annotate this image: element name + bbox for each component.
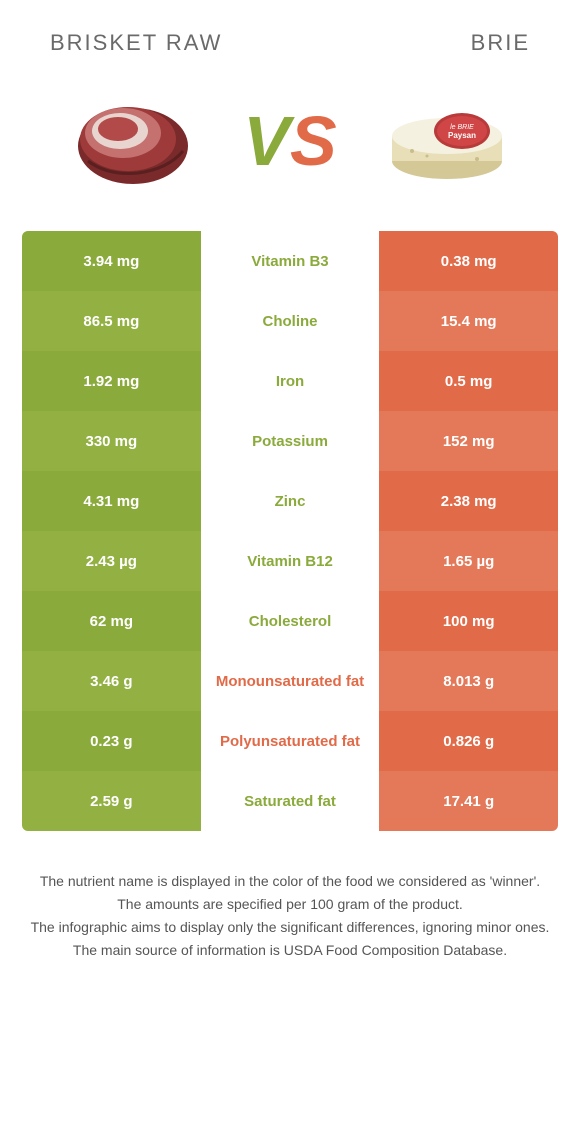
- nutrient-name: Cholesterol: [201, 591, 380, 651]
- footer-line-1: The nutrient name is displayed in the co…: [30, 871, 550, 892]
- table-row: 0.23 gPolyunsaturated fat0.826 g: [22, 711, 558, 771]
- footer-line-4: The main source of information is USDA F…: [30, 940, 550, 961]
- nutrient-name: Zinc: [201, 471, 380, 531]
- table-row: 330 mgPotassium152 mg: [22, 411, 558, 471]
- nutrient-name: Monounsaturated fat: [201, 651, 380, 711]
- footer-line-3: The infographic aims to display only the…: [30, 917, 550, 938]
- nutrient-name: Vitamin B12: [201, 531, 380, 591]
- header-row: BRISKET RAW BRIE: [0, 0, 580, 66]
- table-row: 3.46 gMonounsaturated fat8.013 g: [22, 651, 558, 711]
- right-value: 0.38 mg: [379, 231, 558, 291]
- table-row: 3.94 mgVitamin B30.38 mg: [22, 231, 558, 291]
- left-value: 3.94 mg: [22, 231, 201, 291]
- footer-line-2: The amounts are specified per 100 gram o…: [30, 894, 550, 915]
- right-value: 8.013 g: [379, 651, 558, 711]
- right-value: 15.4 mg: [379, 291, 558, 351]
- table-row: 1.92 mgIron0.5 mg: [22, 351, 558, 411]
- images-row: VS le BRIE Paysan: [0, 66, 580, 231]
- table-row: 2.59 gSaturated fat17.41 g: [22, 771, 558, 831]
- comparison-table: 3.94 mgVitamin B30.38 mg86.5 mgCholine15…: [22, 231, 558, 831]
- left-value: 3.46 g: [22, 651, 201, 711]
- left-value: 86.5 mg: [22, 291, 201, 351]
- right-value: 2.38 mg: [379, 471, 558, 531]
- left-food-title: BRISKET RAW: [50, 30, 222, 56]
- left-value: 2.59 g: [22, 771, 201, 831]
- right-value: 1.65 µg: [379, 531, 558, 591]
- nutrient-name: Polyunsaturated fat: [201, 711, 380, 771]
- svg-text:le BRIE: le BRIE: [450, 124, 474, 131]
- brie-icon: le BRIE Paysan: [382, 91, 512, 191]
- right-value: 152 mg: [379, 411, 558, 471]
- vs-v: V: [243, 102, 290, 180]
- left-value: 1.92 mg: [22, 351, 201, 411]
- table-row: 4.31 mgZinc2.38 mg: [22, 471, 558, 531]
- right-value: 0.826 g: [379, 711, 558, 771]
- nutrient-name: Potassium: [201, 411, 380, 471]
- left-value: 4.31 mg: [22, 471, 201, 531]
- nutrient-name: Saturated fat: [201, 771, 380, 831]
- right-value: 0.5 mg: [379, 351, 558, 411]
- brie-image: le BRIE Paysan: [372, 81, 522, 201]
- table-row: 62 mgCholesterol100 mg: [22, 591, 558, 651]
- vs-label: VS: [243, 101, 336, 181]
- footer-notes: The nutrient name is displayed in the co…: [0, 831, 580, 961]
- left-value: 330 mg: [22, 411, 201, 471]
- nutrient-name: Vitamin B3: [201, 231, 380, 291]
- brisket-icon: [68, 91, 198, 191]
- vs-s: S: [290, 102, 337, 180]
- nutrient-name: Choline: [201, 291, 380, 351]
- right-value: 17.41 g: [379, 771, 558, 831]
- left-value: 2.43 µg: [22, 531, 201, 591]
- left-value: 0.23 g: [22, 711, 201, 771]
- svg-text:Paysan: Paysan: [448, 131, 476, 140]
- left-value: 62 mg: [22, 591, 201, 651]
- right-food-title: BRIE: [471, 30, 530, 56]
- table-row: 86.5 mgCholine15.4 mg: [22, 291, 558, 351]
- brisket-image: [58, 81, 208, 201]
- right-value: 100 mg: [379, 591, 558, 651]
- table-row: 2.43 µgVitamin B121.65 µg: [22, 531, 558, 591]
- nutrient-name: Iron: [201, 351, 380, 411]
